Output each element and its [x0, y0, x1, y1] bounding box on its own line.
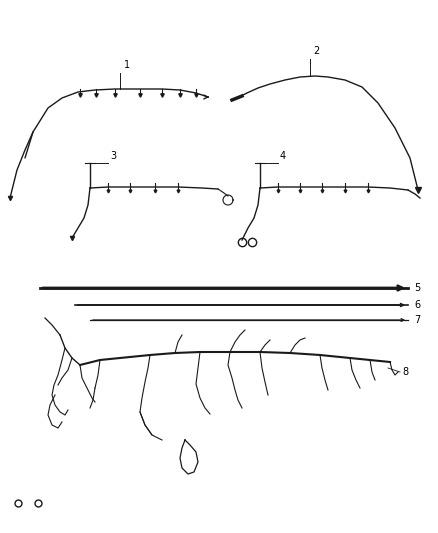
- Text: 5: 5: [414, 283, 420, 293]
- Text: 7: 7: [414, 315, 420, 325]
- Text: 2: 2: [313, 46, 319, 56]
- Text: 4: 4: [280, 151, 286, 161]
- Text: 6: 6: [414, 300, 420, 310]
- Text: 3: 3: [110, 151, 116, 161]
- Text: 8: 8: [402, 367, 408, 377]
- Text: 1: 1: [124, 60, 130, 70]
